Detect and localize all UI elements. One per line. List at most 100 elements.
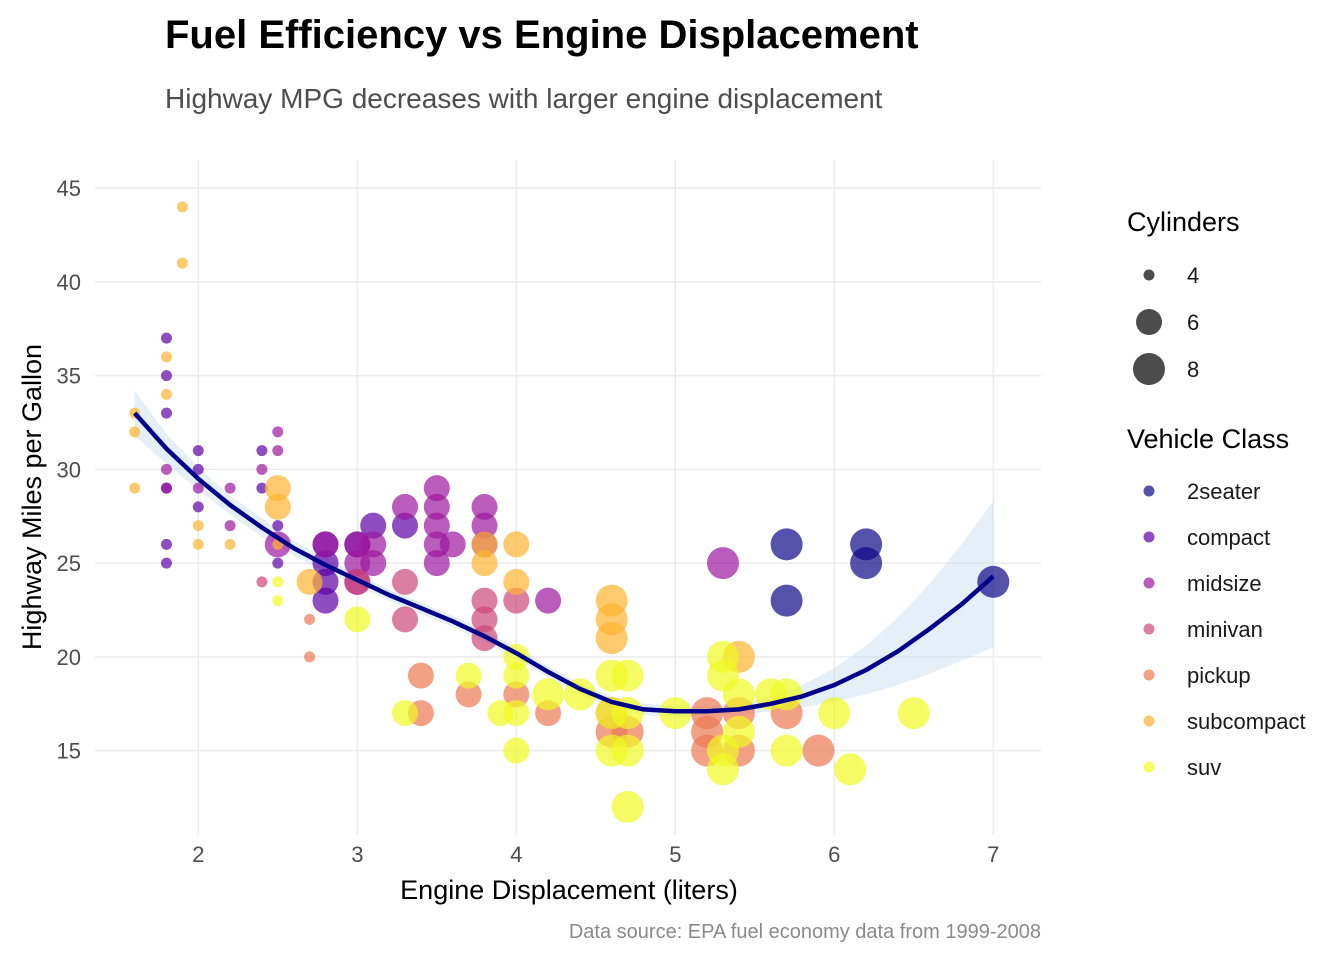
data-point-compact [360,512,387,539]
data-point-subcompact [264,493,291,520]
data-point-subcompact [296,568,323,595]
color-legend-key [1143,623,1155,635]
data-point-compact [192,445,204,457]
x-axis-title: Engine Displacement (liters) [400,875,738,905]
data-point-midsize [224,482,236,494]
data-point-compact [256,445,268,457]
data-point-minivan [503,587,530,614]
data-point-subcompact [192,538,204,550]
chart-title: Fuel Efficiency vs Engine Displacement [165,13,919,57]
data-point-midsize [256,463,268,475]
color-legend-label: pickup [1187,663,1251,688]
data-point-midsize [360,550,387,577]
chart-subtitle: Highway MPG decreases with larger engine… [165,83,883,114]
data-point-midsize [439,531,466,558]
size-legend-key [1143,269,1155,281]
size-legend-key [1136,309,1162,335]
data-point-compact [161,407,172,419]
data-point-minivan [392,606,418,633]
data-point-suv [611,734,644,767]
data-point-compact [192,463,204,475]
color-legend-label: midsize [1187,571,1262,596]
data-point-midsize [192,482,204,494]
color-legend-label: subcompact [1187,709,1306,734]
data-point-2seater [770,584,803,617]
x-axis-ticks: 2 3 4 5 6 7 [192,842,999,867]
data-point-suv [532,678,565,711]
x-tick-label: 4 [510,842,522,867]
data-point-subcompact [129,426,141,438]
data-point-compact [192,501,204,513]
color-legend-label: compact [1187,525,1270,550]
data-point-subcompact [471,550,498,577]
data-point-pickup [407,662,434,689]
size-legend-label: 4 [1187,263,1199,288]
data-point-subcompact [161,388,172,400]
smooth-line [133,411,995,714]
x-tick-label: 6 [828,842,840,867]
color-legend-label: 2seater [1187,479,1260,504]
color-legend-key [1143,531,1155,543]
data-point-suv [392,700,418,727]
data-point-midsize [423,512,450,539]
data-point-midsize [535,587,562,614]
data-point-subcompact [503,568,530,595]
y-tick-label: 20 [57,645,81,670]
size-legend-key [1133,353,1165,385]
y-tick-label: 30 [57,457,81,482]
data-point-suv [272,576,284,588]
data-point-subcompact [129,482,141,494]
size-legend-label: 6 [1187,310,1199,335]
y-tick-label: 15 [57,739,81,764]
color-legend-key [1143,715,1155,727]
data-point-compact [161,538,172,550]
data-point-compact [272,520,284,532]
color-legend-key [1143,577,1155,589]
data-point-midsize [423,550,450,577]
data-point-midsize [707,547,739,580]
data-point-2seater [850,547,883,580]
data-point-pickup [802,734,835,767]
data-point-suv [834,753,867,786]
y-tick-label: 35 [57,364,81,389]
data-point-suv [344,606,371,633]
data-point-2seater [977,565,1010,598]
data-point-subcompact [595,622,628,655]
data-point-midsize [272,445,284,457]
color-legend-key [1143,485,1155,497]
data-point-suv [611,659,644,692]
data-point-midsize [423,493,450,520]
x-tick-label: 7 [987,842,999,867]
color-legend-key [1143,669,1155,681]
data-point-subcompact [264,475,291,502]
data-point-pickup [455,681,482,708]
data-point-midsize [360,531,387,558]
color-legend-key [1143,761,1155,773]
data-points [129,201,1010,823]
y-axis-title: Highway Miles per Gallon [17,344,47,650]
data-point-compact [161,370,172,382]
color-legend: Vehicle Class 2seater compact midsize miniv… [1127,424,1306,780]
data-point-suv [818,697,851,730]
data-point-midsize [423,475,450,502]
data-point-subcompact [503,531,530,558]
data-point-subcompact [192,520,204,532]
data-point-subcompact [176,201,188,213]
data-point-midsize [471,493,498,520]
x-tick-label: 3 [351,842,363,867]
data-point-midsize [161,482,172,494]
data-point-suv [503,662,530,689]
data-point-suv [503,700,530,727]
data-point-suv [770,734,803,767]
data-point-pickup [304,613,316,625]
data-point-suv [272,595,284,607]
data-point-pickup [503,681,530,708]
data-point-suv [722,715,755,748]
data-point-minivan [392,568,418,595]
data-point-minivan [471,606,498,633]
y-axis-ticks: 15 20 25 30 35 40 45 [57,176,81,764]
data-point-pickup [304,651,316,663]
data-point-compact [392,512,418,539]
data-point-suv [770,678,803,711]
